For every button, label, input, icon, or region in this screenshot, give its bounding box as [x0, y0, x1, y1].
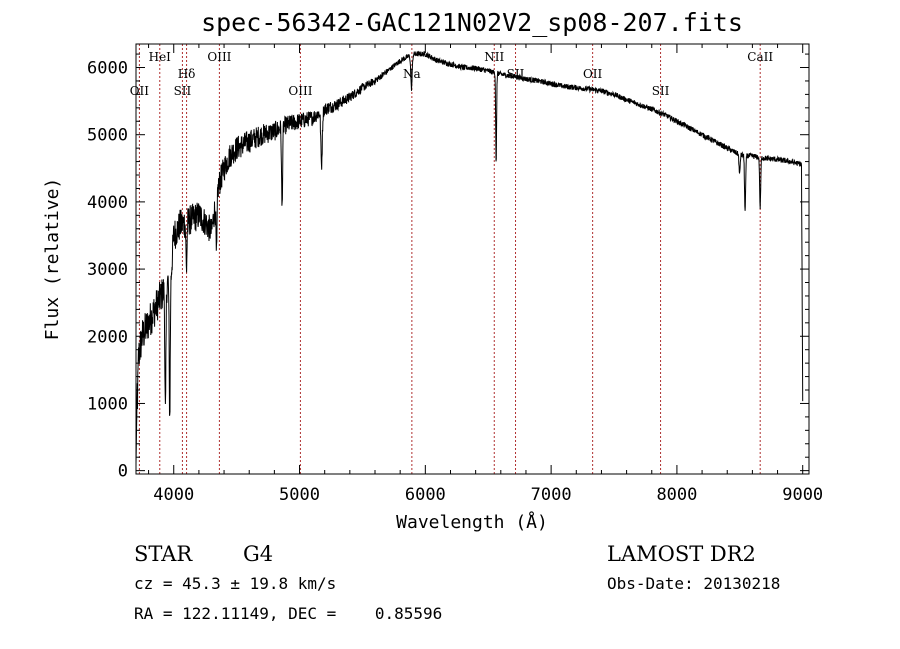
spectrum-line [135, 50, 804, 464]
redshift-velocity: cz = 45.3 ± 19.8 km/s [134, 574, 336, 593]
y-axis-label: Flux (relative) [42, 178, 63, 341]
y-tick-label: 3000 [87, 260, 128, 280]
y-tick-label: 0 [118, 462, 128, 482]
x-tick-label: 6000 [405, 485, 446, 505]
y-tick-label: 6000 [87, 59, 128, 79]
line-marker-label: OII [583, 67, 603, 81]
axis-ticks: 4000 5000 6000 7000 8000 9000 0 1000 2000 3000 400… [87, 44, 823, 505]
line-marker-label: HeI [149, 50, 172, 64]
object-subclass: G4 [243, 542, 273, 566]
object-class: STAR [134, 542, 193, 566]
line-marker-label: CaII [747, 50, 773, 64]
line-marker-label: SII [174, 84, 192, 98]
x-tick-label: 4000 [153, 485, 194, 505]
plot-frame [135, 43, 810, 475]
line-marker-label: Hδ [178, 67, 196, 81]
x-tick-label: 5000 [279, 485, 320, 505]
y-tick-label: 2000 [87, 327, 128, 347]
y-tick-label: 1000 [87, 394, 128, 414]
line-marker-label: SII [652, 84, 670, 98]
coordinates: RA = 122.11149, DEC = 0.85596 [134, 604, 442, 623]
x-tick-label: 8000 [656, 485, 697, 505]
x-axis-label: Wavelength (Å) [396, 511, 548, 533]
line-marker-label: OIII [288, 84, 312, 98]
x-tick-label: 9000 [782, 485, 823, 505]
line-marker-label: OII [130, 84, 150, 98]
line-marker-label: NII [484, 50, 504, 64]
x-tick-label: 7000 [531, 485, 572, 505]
survey-name: LAMOST DR2 [607, 542, 756, 566]
observation-date: Obs-Date: 20130218 [607, 574, 780, 593]
chart-title: spec-56342-GAC121N02V2_sp08-207.fits [201, 8, 743, 37]
line-marker-label: OIII [207, 50, 231, 64]
y-tick-label: 4000 [87, 193, 128, 213]
y-tick-label: 5000 [87, 126, 128, 146]
